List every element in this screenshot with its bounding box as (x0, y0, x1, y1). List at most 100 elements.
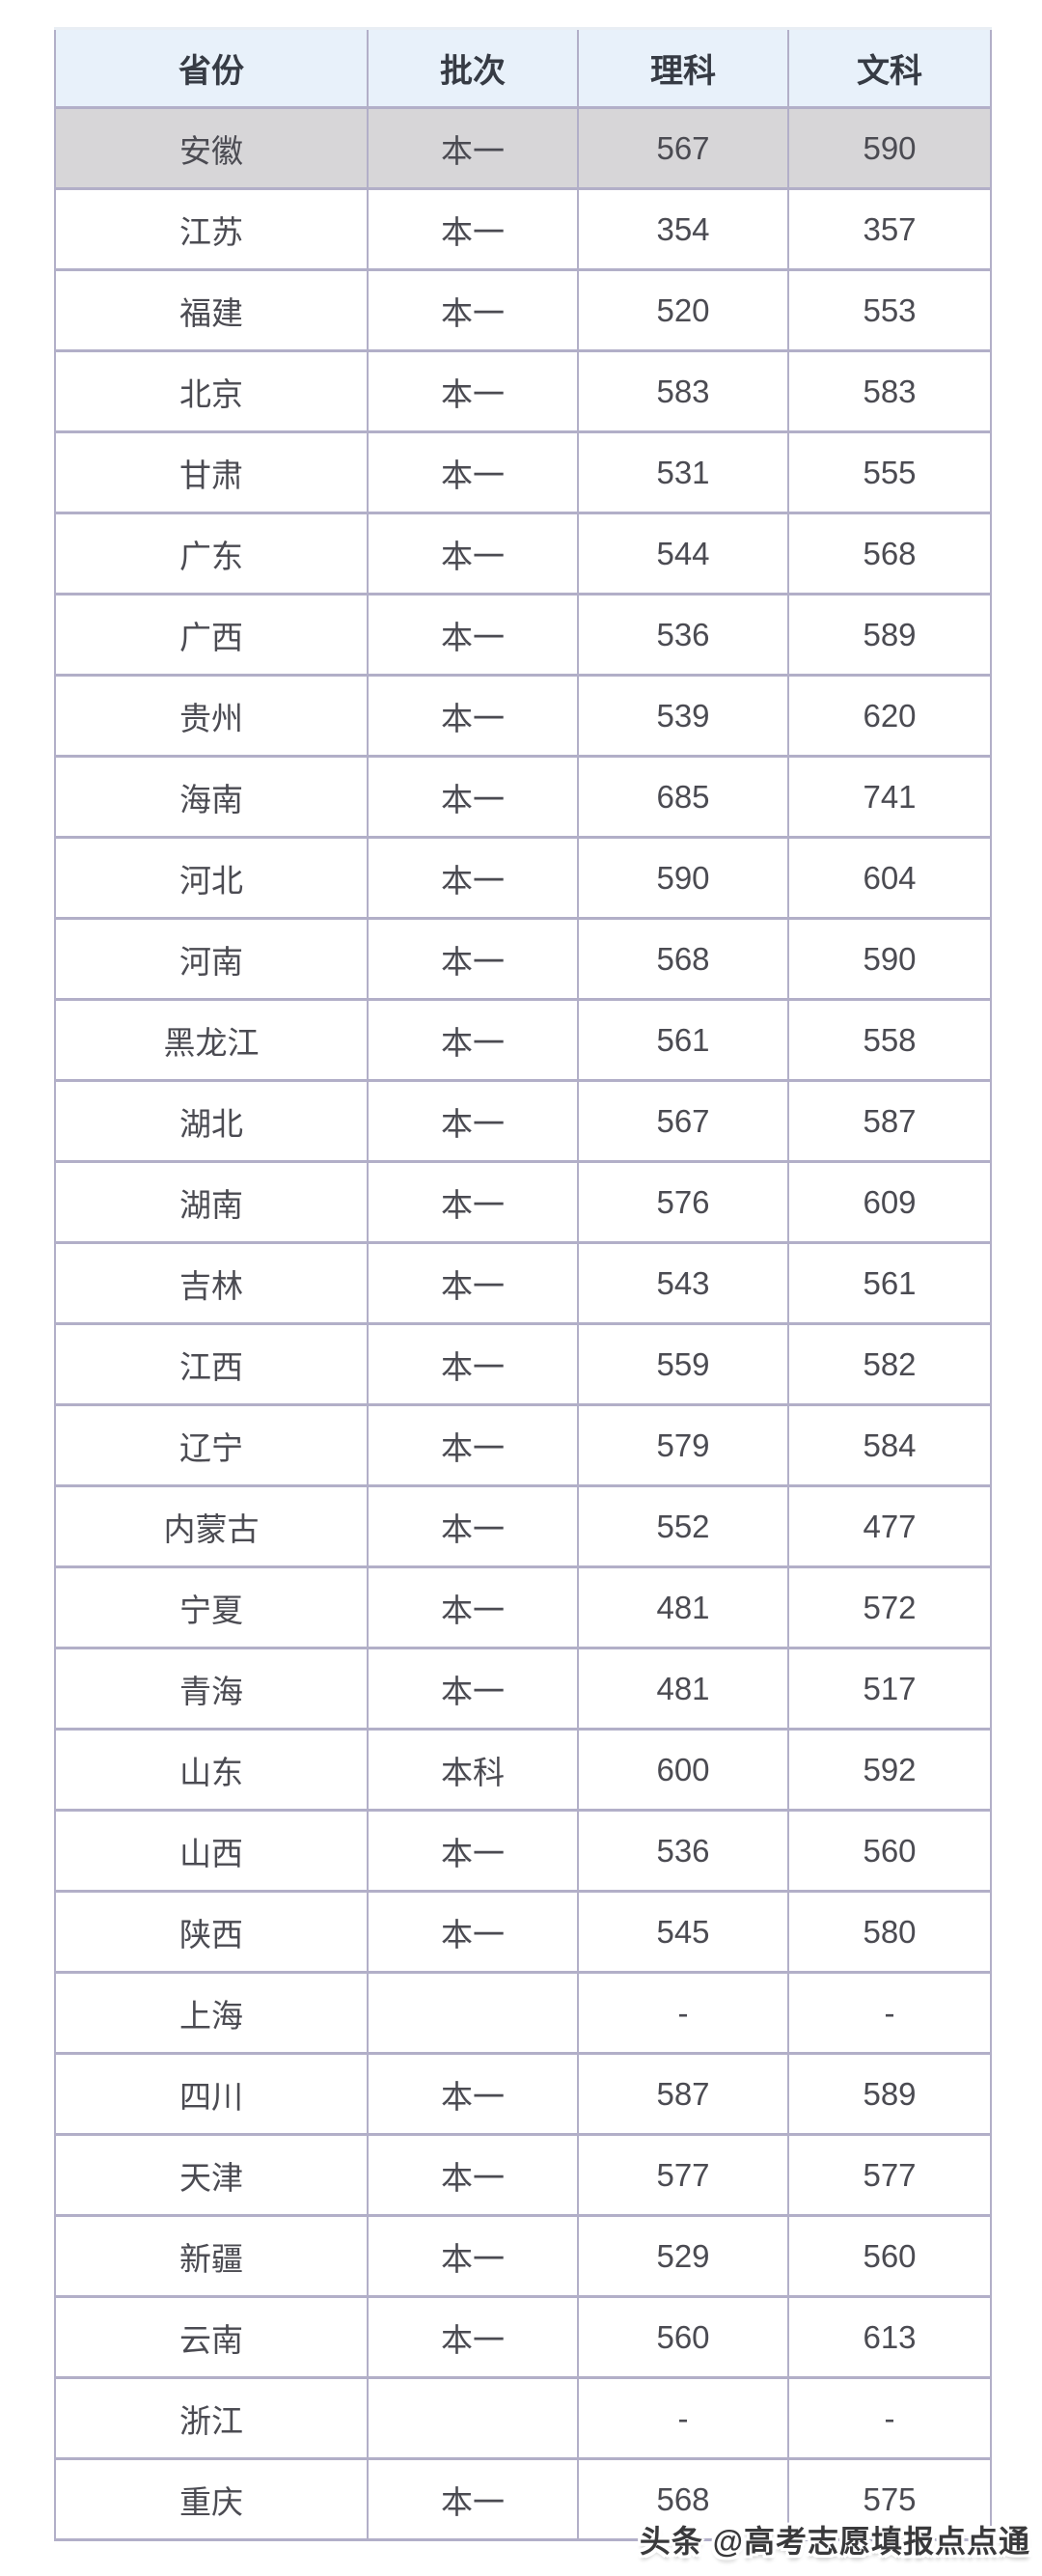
cell-science: 600 (577, 1728, 789, 1812)
cell-province: 江苏 (54, 187, 369, 271)
table-row: 黑龙江 本一 561 558 (54, 998, 992, 1082)
cell-science: 577 (577, 2133, 789, 2217)
cell-province: 北京 (54, 349, 369, 433)
cell-arts: 572 (787, 1565, 992, 1649)
cell-science: - (577, 2376, 789, 2460)
cell-batch: 本一 (367, 430, 579, 514)
cell-science: 520 (577, 268, 789, 352)
cell-science: - (577, 1971, 789, 2055)
cell-province: 新疆 (54, 2214, 369, 2298)
cell-province: 广西 (54, 593, 369, 677)
cell-batch: 本一 (367, 1890, 579, 1974)
table-row: 山东 本科 600 592 (54, 1728, 992, 1812)
cell-science: 544 (577, 512, 789, 596)
table-row: 宁夏 本一 481 572 (54, 1565, 992, 1649)
table-row: 福建 本一 520 553 (54, 268, 992, 352)
table-row: 浙江 - - (54, 2376, 992, 2460)
cell-batch: 本一 (367, 512, 579, 596)
cell-batch: 本一 (367, 2133, 579, 2217)
cell-batch: 本一 (367, 1322, 579, 1406)
cell-province: 甘肃 (54, 430, 369, 514)
cell-province: 福建 (54, 268, 369, 352)
cell-province: 广东 (54, 512, 369, 596)
cell-batch: 本一 (367, 1403, 579, 1487)
table-row: 陕西 本一 545 580 (54, 1890, 992, 1974)
cell-province: 山西 (54, 1809, 369, 1893)
cell-batch: 本一 (367, 2457, 579, 2541)
cell-science: 536 (577, 593, 789, 677)
cell-batch: 本一 (367, 1160, 579, 1244)
cell-province: 黑龙江 (54, 998, 369, 1082)
cell-batch: 本一 (367, 2295, 579, 2379)
cell-arts: 609 (787, 1160, 992, 1244)
cell-province: 内蒙古 (54, 1484, 369, 1568)
cell-arts: 590 (787, 106, 992, 190)
cell-batch: 本一 (367, 917, 579, 1001)
cell-province: 云南 (54, 2295, 369, 2379)
table-row: 广西 本一 536 589 (54, 593, 992, 677)
cell-batch: 本一 (367, 998, 579, 1082)
cell-arts: 620 (787, 674, 992, 758)
cell-arts: 589 (787, 2052, 992, 2136)
cell-arts: 587 (787, 1079, 992, 1163)
cell-arts: 555 (787, 430, 992, 514)
cell-science: 587 (577, 2052, 789, 2136)
cell-arts: 568 (787, 512, 992, 596)
cell-science: 545 (577, 1890, 789, 1974)
table-row: 四川 本一 587 589 (54, 2052, 992, 2136)
cell-batch: 本一 (367, 1647, 579, 1731)
cell-batch: 本科 (367, 1728, 579, 1812)
cell-science: 560 (577, 2295, 789, 2379)
cell-science: 685 (577, 755, 789, 839)
cell-arts: 613 (787, 2295, 992, 2379)
table-row: 江苏 本一 354 357 (54, 187, 992, 271)
col-header-arts: 文科 (787, 27, 992, 109)
cell-science: 561 (577, 998, 789, 1082)
cell-arts: 477 (787, 1484, 992, 1568)
cell-province: 河南 (54, 917, 369, 1001)
table-row: 山西 本一 536 560 (54, 1809, 992, 1893)
cell-science: 583 (577, 349, 789, 433)
cell-science: 354 (577, 187, 789, 271)
table-row: 安徽 本一 567 590 (54, 106, 992, 190)
col-header-science: 理科 (577, 27, 789, 109)
col-header-province: 省份 (54, 27, 369, 109)
cell-arts: 357 (787, 187, 992, 271)
cell-science: 481 (577, 1647, 789, 1731)
cell-province: 辽宁 (54, 1403, 369, 1487)
cell-science: 567 (577, 1079, 789, 1163)
cell-arts: 590 (787, 917, 992, 1001)
cell-province: 海南 (54, 755, 369, 839)
cell-arts: 517 (787, 1647, 992, 1731)
cell-batch: 本一 (367, 2214, 579, 2298)
table-row: 贵州 本一 539 620 (54, 674, 992, 758)
cell-province: 湖北 (54, 1079, 369, 1163)
province-score-table: 省份 批次 理科 文科 安徽 本一 567 590 江苏 本一 354 357 福建 本一 520 553 北… (54, 27, 992, 2541)
cell-batch: 本一 (367, 106, 579, 190)
header-row: 省份 批次 理科 文科 (54, 27, 992, 109)
cell-arts: - (787, 2376, 992, 2460)
cell-province: 贵州 (54, 674, 369, 758)
cell-province: 河北 (54, 836, 369, 920)
cell-province: 重庆 (54, 2457, 369, 2541)
cell-science: 536 (577, 1809, 789, 1893)
cell-batch: 本一 (367, 1809, 579, 1893)
table-row: 江西 本一 559 582 (54, 1322, 992, 1406)
cell-batch: 本一 (367, 1565, 579, 1649)
cell-arts: 560 (787, 1809, 992, 1893)
cell-arts: 575 (787, 2457, 992, 2541)
col-header-batch: 批次 (367, 27, 579, 109)
cell-science: 552 (577, 1484, 789, 1568)
cell-science: 567 (577, 106, 789, 190)
table-row: 新疆 本一 529 560 (54, 2214, 992, 2298)
table-row: 内蒙古 本一 552 477 (54, 1484, 992, 1568)
cell-batch: 本一 (367, 674, 579, 758)
cell-arts: 604 (787, 836, 992, 920)
cell-arts: 560 (787, 2214, 992, 2298)
cell-batch: 本一 (367, 2052, 579, 2136)
cell-arts: 584 (787, 1403, 992, 1487)
cell-province: 陕西 (54, 1890, 369, 1974)
cell-province: 浙江 (54, 2376, 369, 2460)
cell-province: 吉林 (54, 1241, 369, 1325)
table-row: 海南 本一 685 741 (54, 755, 992, 839)
